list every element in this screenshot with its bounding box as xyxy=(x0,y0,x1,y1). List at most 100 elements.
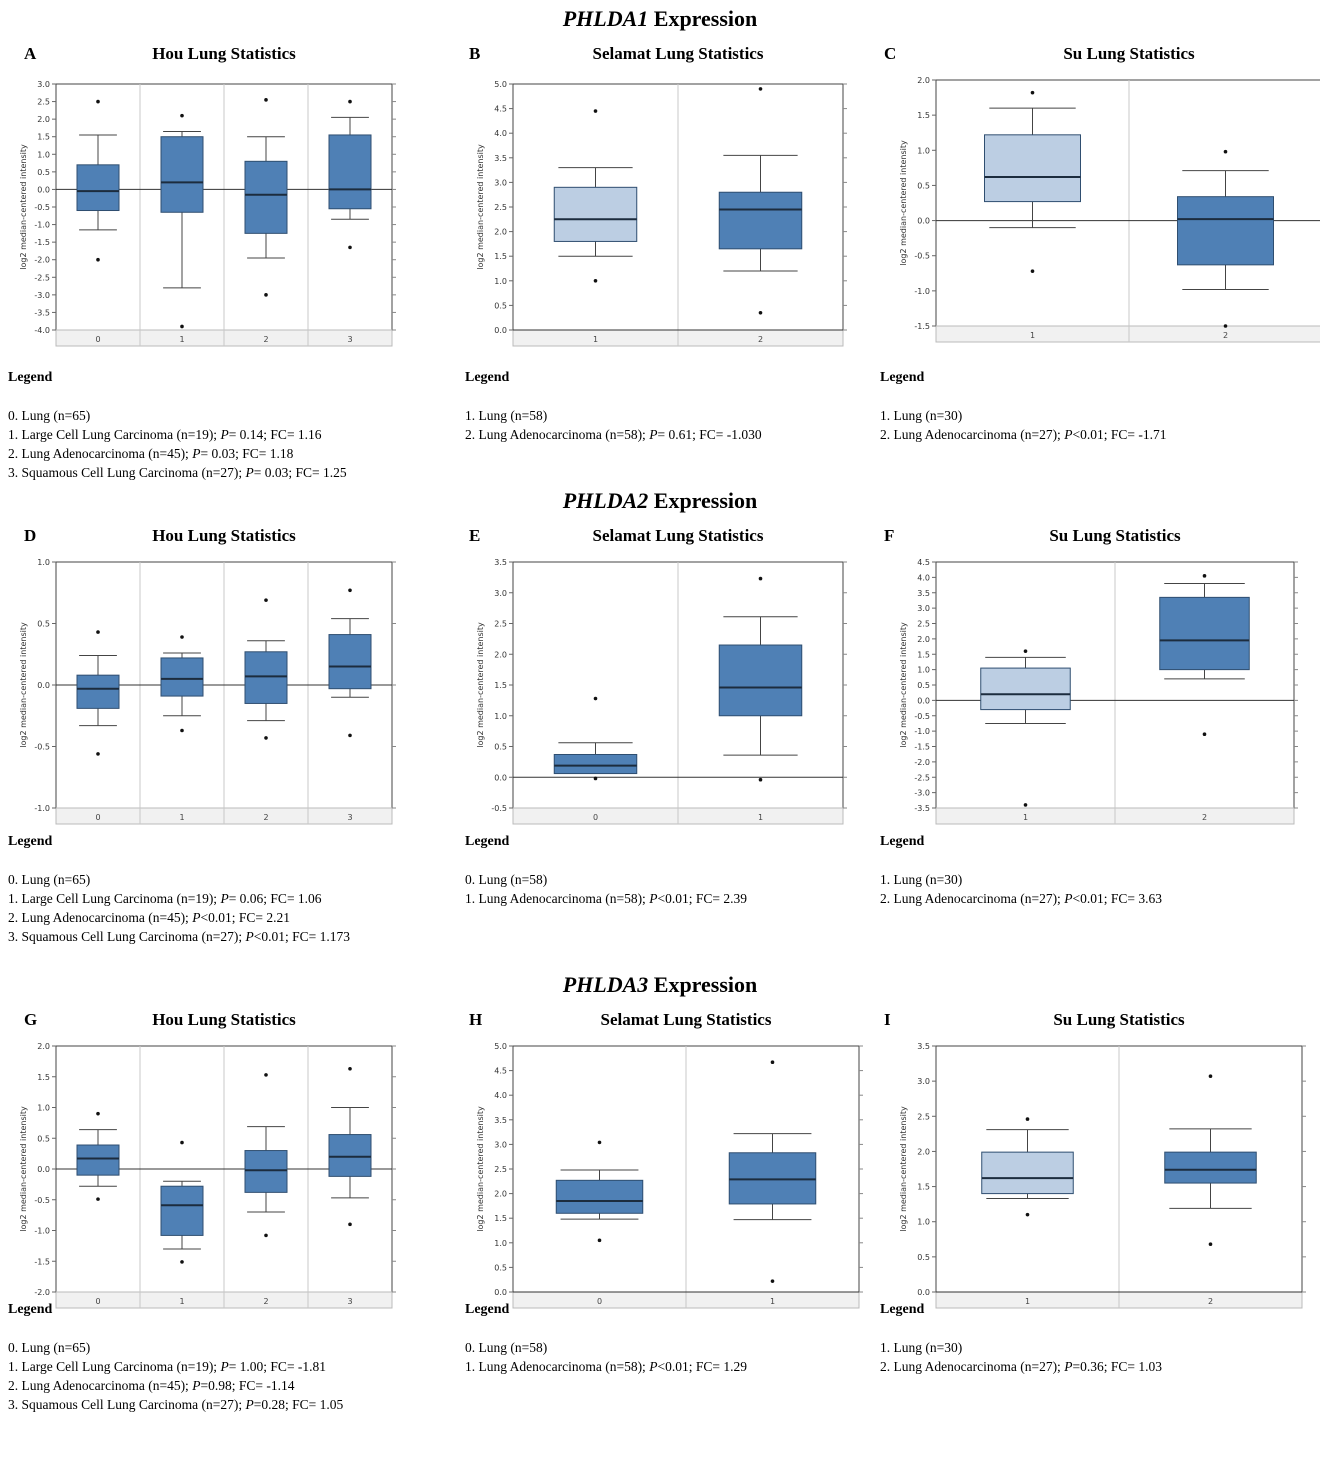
y-tick-label: -3.0 xyxy=(34,291,50,300)
x-tick-label: 2 xyxy=(1202,813,1207,822)
y-tick-label: 2.0 xyxy=(494,1190,507,1199)
y-tick-label: -3.0 xyxy=(914,789,930,798)
outlier-point xyxy=(264,293,268,297)
y-tick-label: -1.0 xyxy=(34,804,50,813)
legend-list: 0. Lung (n=58) 1. Lung Adenocarcinoma (n=… xyxy=(465,1338,747,1376)
p-symbol: P xyxy=(245,465,254,480)
y-axis-label: log2 median-centered intensity xyxy=(19,622,28,748)
y-tick-label: 1.0 xyxy=(917,666,930,675)
x-tick-label: 2 xyxy=(263,813,268,822)
legend-title: Legend xyxy=(8,1302,53,1317)
outlier-point xyxy=(597,1140,602,1145)
y-tick-label: 0.0 xyxy=(917,696,930,705)
panel-g: G Hou Lung Statistics 2.0 1.5 1.0 0.5 0.0 -0.5 -… xyxy=(8,1006,448,1476)
y-tick-label: 0.0 xyxy=(494,773,507,782)
x-tick-label: 3 xyxy=(347,1297,352,1306)
iqr-box xyxy=(555,1179,644,1214)
panel-i: I Su Lung Statistics 3.5 3.0 2.5 2.0 1.5 1.0 0.5… xyxy=(880,1006,1318,1476)
y-tick-label: 2.5 xyxy=(494,1165,507,1174)
outlier-point xyxy=(264,1233,268,1238)
y-tick-label: 1.0 xyxy=(494,1239,507,1248)
y-tick-label: -0.5 xyxy=(914,712,930,721)
box-plot-svg: 3.5 3.0 2.5 2.0 1.5 1.0 0.5 0.0 -0.5 log2 median-… xyxy=(476,558,847,825)
y-tick-label: 2.0 xyxy=(494,650,507,659)
y-tick-label: -0.5 xyxy=(34,203,50,212)
chart-title: Su Lung Statistics xyxy=(1063,44,1195,63)
outlier-point xyxy=(96,1197,100,1201)
outlier-point xyxy=(96,1111,100,1116)
y-tick-label: 2.0 xyxy=(37,115,50,124)
y-tick-label: 0.0 xyxy=(37,185,50,194)
y-tick-label: 1.0 xyxy=(917,146,930,155)
legend-item: 1. Lung (n=30) xyxy=(880,1340,963,1355)
y-axis-label: log2 median-centered intensity xyxy=(476,1106,485,1232)
box-plot: 2.0 1.5 1.0 0.5 0.0 -0.5 -1.0 -1.5 log2 median-c… xyxy=(880,40,1320,353)
p-symbol: P xyxy=(220,427,229,442)
box-plot-svg: 3.0 2.5 2.0 1.5 1.0 0.5 0.0 -0.5 -1.0 -1.5 -2.0 -2.… xyxy=(19,80,396,347)
box-2 xyxy=(1177,149,1274,328)
y-tick-label: -2.5 xyxy=(914,773,930,782)
p-symbol: P xyxy=(245,1397,254,1412)
outlier-point xyxy=(348,1222,352,1227)
box-plot-svg: 1.0 0.5 0.0 -0.5 -1.0 log2 median-centered in… xyxy=(19,558,396,825)
outlier-point xyxy=(1223,149,1228,154)
box-3 xyxy=(328,99,372,250)
y-axis-label: log2 median-centered intensity xyxy=(476,144,485,270)
iqr-box xyxy=(980,667,1071,711)
legend-item: 2. Lung Adenocarcinoma (n=27); P<0.01; F… xyxy=(880,427,1167,442)
y-tick-label: 2.0 xyxy=(37,1042,50,1051)
outlier-point xyxy=(1025,1212,1030,1217)
y-tick-label: -4.0 xyxy=(34,326,50,335)
y-tick-label: 3.0 xyxy=(917,604,930,613)
legend-list: 1. Lung (n=58) 2. Lung Adenocarcinoma (n=… xyxy=(465,406,762,444)
chart-title: Selamat Lung Statistics xyxy=(592,526,764,545)
box-1 xyxy=(728,1060,817,1283)
y-tick-label: 2.0 xyxy=(917,1147,930,1156)
legend-item: 0. Lung (n=58) xyxy=(465,872,548,887)
box-0 xyxy=(555,1140,644,1243)
y-tick-label: -1.0 xyxy=(914,287,930,296)
y-tick-label: -0.5 xyxy=(491,804,507,813)
panel-d: D Hou Lung Statistics 1.0 0.5 0.0 -0.5 -1.0 log… xyxy=(8,522,448,992)
y-tick-label: -1.0 xyxy=(914,727,930,736)
y-tick-label: 1.0 xyxy=(917,1218,930,1227)
y-tick-label: 2.5 xyxy=(494,203,507,212)
iqr-box xyxy=(553,186,638,242)
outlier-point xyxy=(348,733,352,738)
section-suffix: Expression xyxy=(648,6,758,31)
legend-item: 1. Lung (n=30) xyxy=(880,408,963,423)
box-plot: 1.0 0.5 0.0 -0.5 -1.0 log2 median-centered in… xyxy=(8,540,402,835)
outlier-point xyxy=(1208,1242,1213,1247)
y-tick-label: -1.5 xyxy=(914,743,930,752)
legend-title: Legend xyxy=(465,1302,510,1317)
panel-b: B Selamat Lung Statistics 5.0 4.5 4.0 3.5 3.0 2… xyxy=(465,40,905,510)
legend-title: Legend xyxy=(8,834,53,849)
box-1 xyxy=(553,109,638,283)
box-2 xyxy=(244,1073,288,1238)
chart-title: Su Lung Statistics xyxy=(1053,1010,1185,1029)
x-tick-label: 2 xyxy=(758,335,763,344)
y-tick-label: 4.0 xyxy=(494,1091,507,1100)
iqr-box xyxy=(328,134,372,210)
legend-item: 1. Lung (n=30) xyxy=(880,872,963,887)
outlier-point xyxy=(264,736,268,740)
outlier-point xyxy=(1202,574,1207,578)
iqr-box xyxy=(981,1151,1074,1195)
iqr-box xyxy=(1159,596,1250,671)
y-tick-label: -1.0 xyxy=(34,1227,50,1236)
outlier-point xyxy=(593,696,598,701)
legend-item: 3. Squamous Cell Lung Carcinoma (n=27); … xyxy=(8,1397,344,1412)
x-tick-label: 2 xyxy=(1208,1297,1213,1306)
y-tick-label: 3.5 xyxy=(917,589,930,598)
box-1 xyxy=(160,1140,204,1264)
section-suffix: Expression xyxy=(648,488,758,513)
legend-item: 2. Lung Adenocarcinoma (n=27); P<0.01; F… xyxy=(880,891,1162,906)
legend-item: 1. Lung Adenocarcinoma (n=58); P<0.01; F… xyxy=(465,1359,747,1374)
y-tick-label: 1.0 xyxy=(37,558,50,567)
y-tick-label: -1.5 xyxy=(34,1257,50,1266)
y-tick-label: 0.0 xyxy=(37,1165,50,1174)
y-axis-label: log2 median-centered intensity xyxy=(899,140,908,266)
y-tick-label: 0.5 xyxy=(917,181,930,190)
iqr-box xyxy=(328,1134,372,1177)
y-tick-label: 0.0 xyxy=(917,1288,930,1297)
